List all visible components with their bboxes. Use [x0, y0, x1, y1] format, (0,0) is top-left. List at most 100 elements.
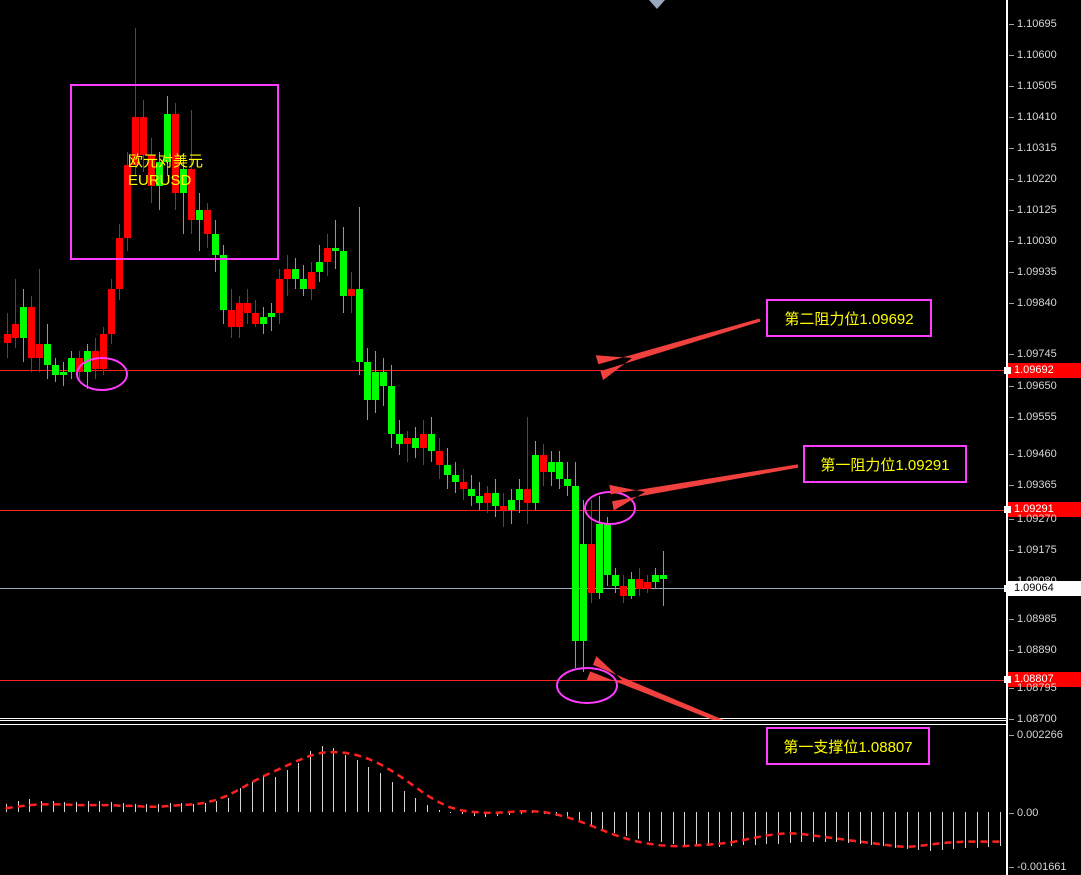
macd-histogram-bar: [170, 802, 171, 812]
price-tick-label: 1.09365: [1017, 479, 1057, 491]
price-tick-label: 1.08890: [1017, 644, 1057, 656]
candle-body: [340, 251, 347, 297]
candle-body: [404, 437, 411, 445]
macd-histogram-bar: [99, 801, 100, 812]
candle-body: [612, 575, 619, 586]
price-scale-tick: 1.10030: [1008, 234, 1081, 248]
candle-body: [212, 234, 219, 255]
macd-histogram-bar: [287, 770, 288, 812]
candle-body: [116, 237, 123, 290]
price-tick-label: 1.08985: [1017, 613, 1057, 625]
candle-body: [324, 248, 331, 262]
macd-histogram-bar: [345, 755, 346, 812]
macd-histogram-bar: [708, 811, 709, 847]
candle-wick: [39, 268, 40, 373]
macd-histogram-bar: [661, 811, 662, 843]
macd-histogram-bar: [228, 797, 229, 812]
candle-body: [156, 161, 163, 187]
price-scale-axis[interactable]: 1.10695 1.10600 1.10505 1.10410 1.10315 1.102…: [1004, 0, 1081, 875]
candle-body: [180, 168, 187, 193]
price-tick-label: 0.00: [1017, 807, 1039, 819]
tick-dash: [1009, 178, 1014, 180]
tick-dash: [1009, 718, 1014, 720]
price-tick-label: 1.09745: [1017, 348, 1057, 360]
macd-histogram-bar: [988, 811, 989, 847]
macd-histogram-bar: [801, 811, 802, 843]
price-tick-label: 1.10410: [1017, 111, 1057, 123]
price-chart-pane[interactable]: 欧元对美元 EURUSD: [0, 0, 1006, 720]
price-tick-label: 1.09935: [1017, 266, 1057, 278]
price-level-line-first-support[interactable]: [0, 680, 1006, 681]
price-tick-label: 1.09650: [1017, 380, 1057, 392]
price-scale-tick: 1.08807: [1008, 672, 1081, 687]
price-scale-tick: 0.00: [1008, 806, 1081, 820]
price-level-line-current-price[interactable]: [0, 588, 1006, 589]
candle-body: [108, 289, 115, 335]
candle-body: [412, 437, 419, 448]
macd-histogram-bar: [719, 811, 720, 847]
macd-histogram-bar: [146, 804, 147, 812]
instrument-name-cn: 欧元对美元: [128, 153, 204, 170]
candle-body: [420, 434, 427, 448]
macd-histogram-bar: [462, 811, 463, 815]
macd-histogram-bar: [88, 801, 89, 812]
price-tick-label: 1.10125: [1017, 204, 1057, 216]
candle-body: [140, 117, 147, 156]
first-support-label: 第一支撑位1.08807: [766, 727, 930, 765]
price-tick-label: 1.09270: [1017, 513, 1057, 525]
candle-body: [28, 306, 35, 359]
price-scale-tick: 1.09064: [1008, 581, 1081, 596]
macd-histogram-bar: [965, 811, 966, 849]
candle-body: [124, 165, 131, 238]
tick-dash: [1009, 147, 1014, 149]
candle-body: [316, 261, 323, 273]
candle-body: [68, 358, 75, 373]
price-scale-tick: 1.09692: [1008, 363, 1081, 378]
price-level-line-second-resistance[interactable]: [0, 370, 1006, 371]
candle-body: [396, 434, 403, 445]
price-level-line-lower-bound[interactable]: [0, 718, 1006, 719]
macd-histogram-bar: [953, 811, 954, 850]
candle-wick: [135, 27, 136, 176]
price-scale-tick: 1.09175: [1008, 543, 1081, 557]
candle-wick: [335, 220, 336, 269]
candle-body: [252, 313, 259, 324]
macd-histogram-bar: [626, 811, 627, 837]
candle-body: [12, 323, 19, 338]
macd-histogram-bar: [310, 751, 311, 812]
candle-body: [468, 489, 475, 497]
macd-histogram-bar: [485, 811, 486, 817]
macd-histogram-bar: [380, 773, 381, 812]
tick-dash: [1009, 518, 1014, 520]
price-scale-tick: 1.10315: [1008, 141, 1081, 155]
candle-body: [540, 454, 547, 472]
price-tick-label: 1.09692: [1014, 364, 1054, 376]
candle-body: [548, 461, 555, 472]
price-tick-label: 1.09291: [1014, 503, 1054, 515]
macd-histogram-bar: [766, 811, 767, 844]
price-tick-label: 1.10030: [1017, 235, 1057, 247]
tick-dash: [1009, 549, 1014, 551]
price-scale-tick: 1.09270: [1008, 512, 1081, 526]
price-scale-tick: 1.09460: [1008, 447, 1081, 461]
candle-body: [588, 544, 595, 593]
candle-wick: [183, 155, 184, 235]
tick-dash: [1009, 453, 1014, 455]
macd-histogram-bar: [907, 811, 908, 850]
macd-histogram-bar: [415, 798, 416, 812]
macd-signal-polyline: [5, 750, 1001, 849]
macd-histogram-bar: [123, 802, 124, 812]
macd-histogram-bar: [521, 811, 522, 815]
candle-wick: [663, 551, 664, 607]
first-resistance-arrow: [609, 464, 799, 511]
price-tick-label: 1.09840: [1017, 297, 1057, 309]
candle-body: [148, 155, 155, 187]
price-scale-tick: 1.08985: [1008, 612, 1081, 626]
macd-histogram-bar: [29, 799, 30, 812]
price-scale-tick: 1.09935: [1008, 265, 1081, 279]
candle-body: [244, 303, 251, 314]
price-tick-label: 1.08807: [1014, 673, 1054, 685]
candle-body: [580, 544, 587, 641]
price-scale-tick: 1.08700: [1008, 712, 1081, 726]
candle-wick: [15, 279, 16, 348]
